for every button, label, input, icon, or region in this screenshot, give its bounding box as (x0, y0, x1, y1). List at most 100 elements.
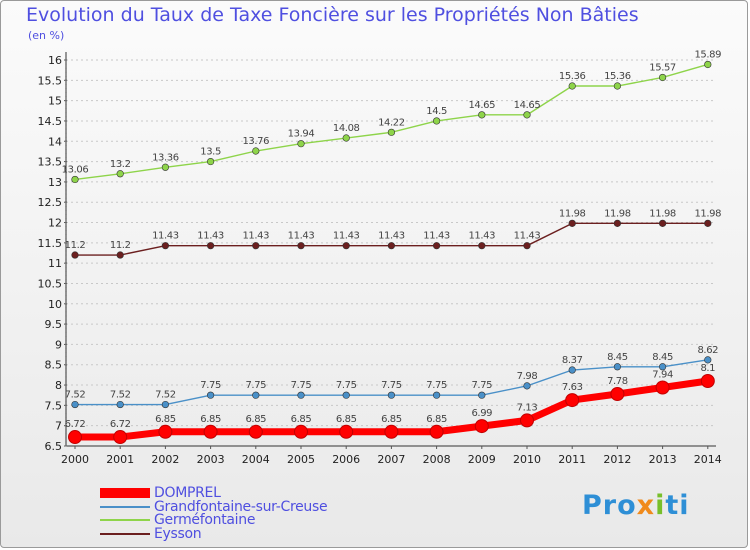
data-point (297, 391, 305, 399)
data-point (384, 424, 399, 439)
data-point (478, 111, 486, 119)
data-point (520, 413, 534, 428)
data-label: 13.94 (288, 129, 315, 140)
chart-unit-label: (en %) (28, 29, 65, 42)
data-label: 7.78 (607, 376, 628, 387)
data-label: 11.43 (468, 231, 495, 242)
data-point (523, 382, 531, 390)
data-point (523, 111, 531, 119)
y-tick-label: 14.5 (38, 115, 63, 128)
data-label: 7.52 (110, 390, 131, 401)
data-point (387, 242, 396, 250)
data-label: 6.85 (426, 414, 447, 425)
y-tick-label: 9.5 (45, 318, 63, 331)
x-tick-label: 2012 (603, 453, 631, 466)
data-label: 8.45 (607, 352, 628, 363)
x-tick-label: 2003 (197, 453, 225, 466)
data-label: 6.85 (245, 414, 266, 425)
data-label: 7.75 (200, 380, 221, 391)
data-label: 11.43 (288, 231, 315, 242)
y-tick-label: 8.5 (45, 359, 63, 372)
data-point (610, 386, 625, 401)
data-point (658, 73, 667, 82)
data-label: 6.85 (200, 414, 221, 425)
data-point (433, 391, 441, 399)
data-label: 7.52 (155, 390, 176, 401)
data-label: 15.36 (604, 71, 631, 82)
data-point (568, 82, 576, 90)
data-label: 15.57 (649, 62, 676, 73)
data-point (116, 170, 124, 178)
x-tick-label: 2014 (694, 453, 722, 466)
data-label: 13.06 (62, 164, 89, 175)
data-label: 7.13 (517, 402, 538, 413)
data-label: 13.76 (242, 136, 269, 147)
data-point (387, 391, 396, 399)
data-point (161, 400, 169, 409)
data-label: 8.1 (700, 363, 715, 374)
data-point (478, 391, 486, 399)
series-layer (68, 60, 715, 445)
legend-swatch (100, 532, 150, 535)
data-point (433, 117, 441, 125)
data-point (252, 147, 260, 155)
data-label: 7.94 (652, 369, 673, 380)
x-tick-label: 2009 (468, 453, 496, 466)
data-label: 6.72 (110, 419, 131, 430)
data-point (342, 242, 350, 250)
data-label: 11.43 (378, 231, 405, 242)
x-tick-label: 2005 (287, 453, 315, 466)
x-tick-label: 2008 (423, 453, 451, 466)
y-tick-label: 6.5 (45, 440, 63, 453)
data-label: 11.98 (559, 208, 586, 219)
data-label: 8.62 (697, 345, 718, 356)
data-point (565, 393, 580, 408)
x-tick-label: 2002 (151, 453, 179, 466)
y-tick-label: 11.5 (38, 237, 63, 250)
x-tick-label: 2007 (377, 453, 405, 466)
data-label: 7.98 (517, 371, 538, 382)
y-tick-label: 8 (55, 379, 62, 392)
data-label: 7.75 (381, 380, 402, 391)
data-point (161, 163, 169, 171)
legend-swatch (100, 519, 150, 521)
legend-swatch (100, 488, 150, 498)
y-tick-label: 7.5 (45, 399, 63, 412)
data-label: 6.85 (155, 414, 176, 425)
data-point (116, 400, 124, 409)
data-label: 11.98 (694, 208, 721, 219)
data-point (71, 251, 79, 259)
data-label: 6.85 (291, 414, 312, 425)
data-point (704, 356, 712, 364)
y-tick-label: 9 (55, 338, 62, 351)
x-tick-label: 2004 (242, 453, 270, 466)
data-point (523, 242, 531, 250)
data-point (207, 391, 215, 399)
data-point (252, 242, 260, 250)
data-point (113, 430, 128, 445)
data-label: 11.2 (65, 240, 86, 251)
data-label: 14.5 (426, 106, 447, 117)
data-point (342, 391, 350, 399)
data-point (613, 82, 622, 90)
data-label: 11.43 (152, 231, 179, 242)
data-point (297, 140, 305, 148)
data-label: 11.43 (242, 231, 269, 242)
x-tick-label: 2001 (106, 453, 134, 466)
data-point (613, 363, 622, 371)
y-tick-label: 13.5 (38, 156, 63, 169)
y-tick-label: 14 (48, 135, 62, 148)
data-label: 6.85 (336, 414, 357, 425)
data-label: 11.43 (423, 231, 450, 242)
data-point (207, 157, 215, 166)
y-tick-label: 7 (55, 420, 62, 433)
proxiti-logo: Proxiti (582, 490, 690, 521)
data-point (658, 363, 667, 371)
data-label: 15.89 (694, 49, 721, 60)
data-point (658, 219, 667, 227)
legend-label: Grandfontaine-sur-Creuse (154, 498, 328, 515)
data-label: 7.75 (291, 380, 312, 391)
axes: 6.577.588.599.51010.51111.51212.51313.51… (38, 52, 722, 466)
y-tick-label: 10 (48, 298, 62, 311)
